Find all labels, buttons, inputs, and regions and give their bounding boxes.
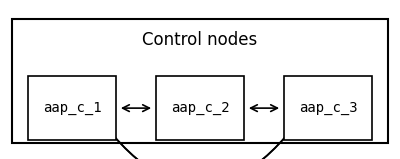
FancyBboxPatch shape [28,76,116,140]
FancyBboxPatch shape [284,76,372,140]
FancyBboxPatch shape [156,76,244,140]
FancyBboxPatch shape [12,19,388,143]
Text: aap_c_3: aap_c_3 [299,101,357,115]
Text: Control nodes: Control nodes [142,31,258,49]
Text: aap_c_1: aap_c_1 [43,101,101,115]
Text: aap_c_2: aap_c_2 [171,101,229,115]
